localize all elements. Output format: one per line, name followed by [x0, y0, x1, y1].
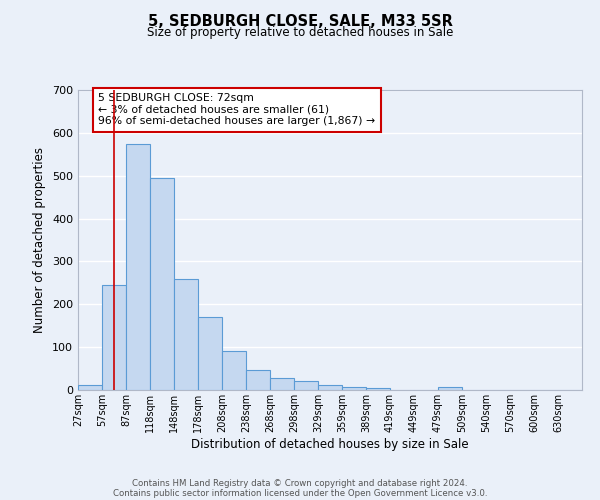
X-axis label: Distribution of detached houses by size in Sale: Distribution of detached houses by size … [191, 438, 469, 450]
Bar [102, 285, 126, 390]
Bar [342, 386, 366, 390]
Bar [198, 317, 222, 390]
Bar [438, 387, 462, 390]
Text: 5 SEDBURGH CLOSE: 72sqm
← 3% of detached houses are smaller (61)
96% of semi-det: 5 SEDBURGH CLOSE: 72sqm ← 3% of detached… [98, 93, 375, 126]
Text: 5, SEDBURGH CLOSE, SALE, M33 5SR: 5, SEDBURGH CLOSE, SALE, M33 5SR [148, 14, 452, 29]
Bar [126, 144, 150, 390]
Text: Size of property relative to detached houses in Sale: Size of property relative to detached ho… [147, 26, 453, 39]
Bar [318, 385, 342, 390]
Bar [270, 378, 294, 390]
Text: Contains public sector information licensed under the Open Government Licence v3: Contains public sector information licen… [113, 488, 487, 498]
Bar [246, 370, 270, 390]
Bar [366, 388, 390, 390]
Bar [222, 350, 246, 390]
Y-axis label: Number of detached properties: Number of detached properties [34, 147, 46, 333]
Text: Contains HM Land Registry data © Crown copyright and database right 2024.: Contains HM Land Registry data © Crown c… [132, 478, 468, 488]
Bar [150, 178, 174, 390]
Bar [78, 385, 102, 390]
Bar [294, 380, 318, 390]
Bar [174, 280, 198, 390]
